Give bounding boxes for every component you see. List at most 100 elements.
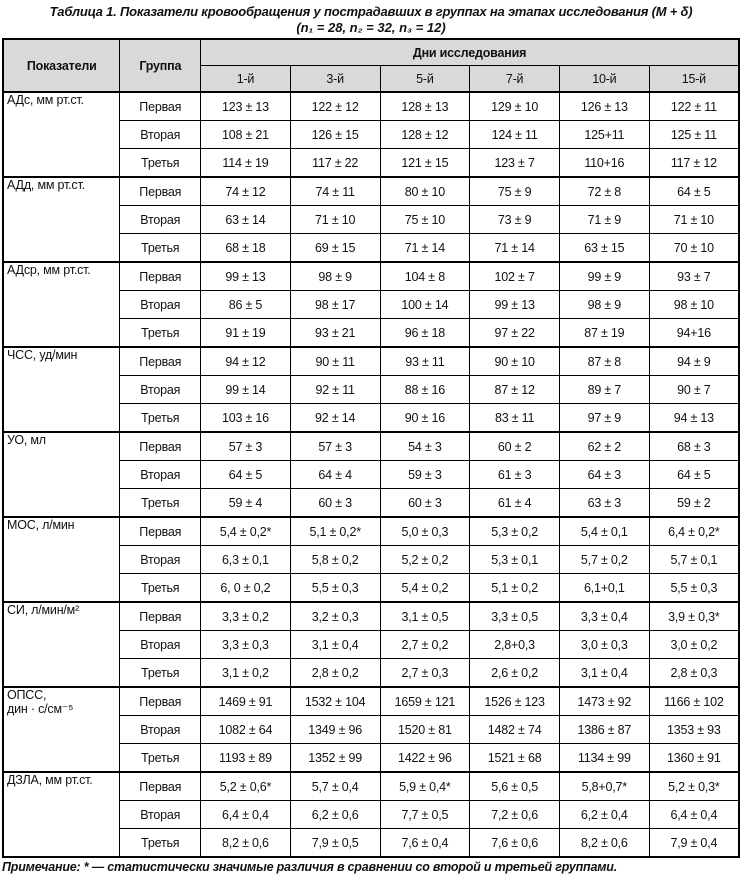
- table-subtitle: (n₁ = 28, n₂ = 32, n₃ = 12): [296, 20, 446, 35]
- data-table: Показатели Группа Дни исследования 1-й 3…: [2, 38, 740, 858]
- value-cell: 1166 ± 102: [648, 686, 740, 716]
- table-row: Вторая 1082 ± 64 1349 ± 96 1520 ± 81 1482 ± …: [3, 715, 740, 744]
- table-row: ДЗЛА, мм рт.ст. Первая 5,2 ± 0,6* 5,7 ± 0,4…: [2, 771, 740, 858]
- group-name: Первая: [119, 176, 202, 206]
- group-name: Вторая: [119, 120, 202, 149]
- group-name: Первая: [119, 261, 202, 291]
- value-cell: 1134 ± 99: [558, 743, 650, 773]
- value-cell: 99 ± 9: [558, 261, 650, 291]
- value-cell: 68 ± 3: [648, 431, 740, 461]
- table-title: Таблица 1. Показатели кровообращения у п…: [49, 4, 693, 19]
- value-cell: 1360 ± 91: [648, 743, 740, 773]
- value-cell: 94 ± 12: [200, 346, 291, 376]
- value-cell: 3,1 ± 0,5: [379, 601, 471, 631]
- value-cell: 93 ± 7: [648, 261, 740, 291]
- group-name: Третья: [119, 573, 202, 603]
- group-name: Первая: [119, 431, 202, 461]
- value-cell: 80 ± 10: [379, 176, 471, 206]
- value-cell: 2,7 ± 0,3: [379, 658, 471, 688]
- header-indicators: Показатели: [2, 38, 121, 93]
- value-cell: 5,7 ± 0,2: [558, 545, 650, 574]
- value-cell: 3,1 ± 0,4: [289, 630, 381, 659]
- value-cell: 98 ± 10: [648, 290, 740, 319]
- header-day-1: 1-й: [200, 65, 291, 93]
- value-cell: 7,9 ± 0,4: [648, 828, 740, 858]
- value-cell: 59 ± 3: [379, 460, 471, 489]
- group-name: Первая: [119, 686, 202, 716]
- value-cell: 123 ± 13: [200, 91, 291, 121]
- table-row: Вторая 108 ± 21 126 ± 15 128 ± 12 124 ± 11 12…: [3, 120, 740, 149]
- value-cell: 1422 ± 96: [379, 743, 471, 773]
- value-cell: 2,8 ± 0,3: [648, 658, 740, 688]
- table-row: МОС, л/мин Первая 5,4 ± 0,2* 5,1 ± 0,2* 5,0 …: [2, 516, 740, 603]
- value-cell: 6,4 ± 0,4: [200, 800, 291, 829]
- value-cell: 1082 ± 64: [200, 715, 291, 744]
- value-cell: 100 ± 14: [379, 290, 471, 319]
- value-cell: 94 ± 13: [648, 403, 740, 433]
- group-name: Третья: [119, 743, 202, 773]
- table-row: Вторая 86 ± 5 98 ± 17 100 ± 14 99 ± 13 98 ± 9…: [3, 290, 740, 319]
- value-cell: 5,2 ± 0,2: [379, 545, 471, 574]
- group-name: Первая: [119, 91, 202, 121]
- value-cell: 5,9 ± 0,4*: [379, 771, 471, 801]
- value-cell: 2,6 ± 0,2: [469, 658, 560, 688]
- indicator-label: УО, мл: [2, 431, 121, 518]
- value-cell: 2,7 ± 0,2: [379, 630, 471, 659]
- value-cell: 60 ± 3: [379, 488, 471, 518]
- value-cell: 91 ± 19: [200, 318, 291, 348]
- value-cell: 3,3 ± 0,2: [200, 601, 291, 631]
- value-cell: 1386 ± 87: [558, 715, 650, 744]
- value-cell: 99 ± 14: [200, 375, 291, 404]
- group-name: Третья: [119, 403, 202, 433]
- table-row: АДс, мм рт.ст. Первая 123 ± 13 122 ± 12 128 …: [2, 91, 740, 178]
- value-cell: 64 ± 3: [558, 460, 650, 489]
- value-cell: 8,2 ± 0,6: [200, 828, 291, 858]
- value-cell: 90 ± 11: [289, 346, 381, 376]
- table-row: Вторая 6,4 ± 0,4 6,2 ± 0,6 7,7 ± 0,5 7,2 ± 0…: [3, 800, 740, 829]
- value-cell: 57 ± 3: [289, 431, 381, 461]
- value-cell: 5,3 ± 0,2: [469, 516, 560, 546]
- value-cell: 62 ± 2: [558, 431, 650, 461]
- group-name: Вторая: [119, 460, 202, 489]
- value-cell: 72 ± 8: [558, 176, 650, 206]
- table-row: АДср, мм рт.ст. Первая 99 ± 13 98 ± 9 104 ± …: [2, 261, 740, 348]
- value-cell: 7,9 ± 0,5: [289, 828, 381, 858]
- value-cell: 2,8+0,3: [469, 630, 560, 659]
- value-cell: 99 ± 13: [200, 261, 291, 291]
- value-cell: 1532 ± 104: [289, 686, 381, 716]
- header-day-5: 5-й: [379, 65, 471, 93]
- value-cell: 5,8 ± 0,2: [289, 545, 381, 574]
- value-cell: 5,3 ± 0,1: [469, 545, 560, 574]
- value-cell: 3,1 ± 0,4: [558, 658, 650, 688]
- value-cell: 74 ± 12: [200, 176, 291, 206]
- value-cell: 125+11: [558, 120, 650, 149]
- value-cell: 74 ± 11: [289, 176, 381, 206]
- table-row: ОПСС, дин · с/см⁻⁵ Первая 1469 ± 91 1532 ± 1…: [2, 686, 740, 773]
- value-cell: 71 ± 10: [289, 205, 381, 234]
- value-cell: 3,0 ± 0,3: [558, 630, 650, 659]
- value-cell: 117 ± 22: [289, 148, 381, 178]
- value-cell: 98 ± 17: [289, 290, 381, 319]
- value-cell: 5,7 ± 0,1: [648, 545, 740, 574]
- value-cell: 99 ± 13: [469, 290, 560, 319]
- table-row: СИ, л/мин/м² Первая 3,3 ± 0,2 3,2 ± 0,3 3,1 …: [2, 601, 740, 688]
- value-cell: 7,7 ± 0,5: [379, 800, 471, 829]
- value-cell: 5,5 ± 0,3: [289, 573, 381, 603]
- value-cell: 75 ± 9: [469, 176, 560, 206]
- table-row: Третья 1193 ± 89 1352 ± 99 1422 ± 96 1521 ± …: [3, 743, 740, 773]
- value-cell: 71 ± 14: [469, 233, 560, 263]
- group-name: Вторая: [119, 715, 202, 744]
- header-row-days: 1-й 3-й 5-й 7-й 10-й 15-й: [3, 65, 740, 93]
- value-cell: 3,3 ± 0,5: [469, 601, 560, 631]
- footnote: Примечание: * — статистически значимые р…: [2, 860, 617, 874]
- value-cell: 1349 ± 96: [289, 715, 381, 744]
- value-cell: 98 ± 9: [558, 290, 650, 319]
- group-name: Третья: [119, 488, 202, 518]
- group-name: Третья: [119, 233, 202, 263]
- value-cell: 1482 ± 74: [469, 715, 560, 744]
- value-cell: 3,2 ± 0,3: [289, 601, 381, 631]
- value-cell: 59 ± 4: [200, 488, 291, 518]
- value-cell: 1352 ± 99: [289, 743, 381, 773]
- table-row: Вторая 64 ± 5 64 ± 4 59 ± 3 61 ± 3 64 ± 3 64 ±…: [3, 460, 740, 489]
